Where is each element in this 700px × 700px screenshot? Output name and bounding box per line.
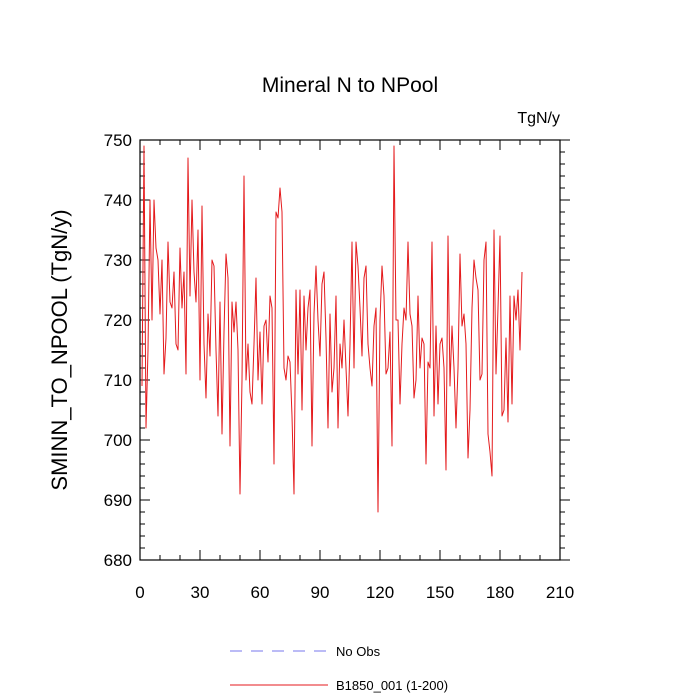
x-tick-label: 150 (426, 583, 454, 602)
legend-label-b1850: B1850_001 (1-200) (336, 678, 448, 693)
series-line-0 (141, 145, 523, 513)
plot-frame (139, 139, 561, 561)
x-tick-label: 0 (135, 583, 144, 602)
y-tick-label: 700 (104, 431, 132, 450)
y-tick-label: 740 (104, 191, 132, 210)
units-label: TgN/y (517, 110, 560, 127)
series-layer (141, 145, 523, 513)
y-tick-label: 680 (104, 551, 132, 570)
y-tick-label: 710 (104, 371, 132, 390)
y-tick-label: 720 (104, 311, 132, 330)
chart-title: Mineral N to NPool (262, 74, 438, 97)
x-tick-label: 180 (486, 583, 514, 602)
x-tick-label: 120 (366, 583, 394, 602)
y-tick-label: 690 (104, 491, 132, 510)
y-tick-label: 730 (104, 251, 132, 270)
plot-area: 0 30 60 90 120 150 180 210 680 690 700 710 720 730 740… (104, 131, 575, 602)
y-tick-label: 750 (104, 131, 132, 150)
y-axis-title: SMINN_TO_NPOOL (TgN/y) (47, 209, 72, 490)
x-tick-label: 60 (251, 583, 270, 602)
legend-label-no-obs: No Obs (336, 644, 381, 659)
x-tick-label: 210 (546, 583, 574, 602)
x-tick-label: 90 (311, 583, 330, 602)
legend: No Obs B1850_001 (1-200) (230, 644, 448, 693)
x-tick-label: 30 (191, 583, 210, 602)
